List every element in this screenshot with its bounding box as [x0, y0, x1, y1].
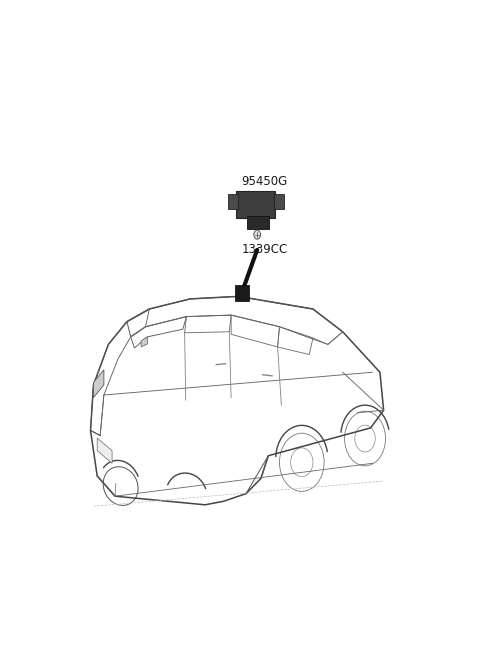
Text: 1339CC: 1339CC [241, 243, 288, 256]
FancyBboxPatch shape [274, 194, 284, 210]
Polygon shape [97, 438, 112, 463]
FancyBboxPatch shape [236, 191, 275, 218]
Polygon shape [94, 370, 104, 397]
Circle shape [254, 230, 261, 239]
FancyBboxPatch shape [248, 216, 269, 229]
FancyBboxPatch shape [228, 194, 238, 210]
Text: 95450G: 95450G [241, 175, 288, 188]
FancyBboxPatch shape [235, 284, 249, 301]
Polygon shape [141, 337, 147, 347]
